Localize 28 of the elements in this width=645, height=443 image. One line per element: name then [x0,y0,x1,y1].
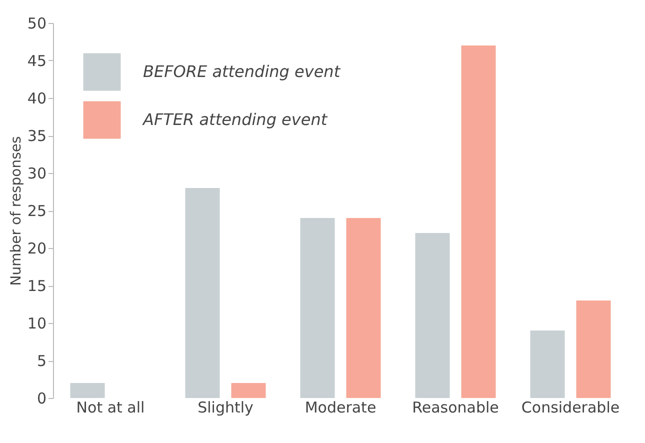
bar [231,383,266,398]
y-tick-label: 40 [27,90,46,108]
y-tick-label: 45 [27,52,46,70]
y-tick-label: 20 [27,240,46,258]
x-tick-label: Slightly [198,398,254,416]
bar [300,218,335,398]
y-tick-label: 10 [27,314,46,332]
y-tick-label: 0 [36,390,46,408]
y-tick-label: 50 [27,14,46,32]
bar [70,383,105,398]
y-axis-title: Number of responses [8,136,24,286]
legend-label: AFTER attending event [142,110,328,129]
x-tick-label: Reasonable [412,398,499,416]
y-tick-label: 5 [36,352,46,370]
y-tick-label: 30 [27,164,46,182]
y-tick-label: 25 [27,202,46,220]
bar [530,330,565,398]
y-tick-label: 35 [27,127,46,145]
y-tick-label: 15 [27,277,46,295]
bar [185,188,220,398]
bar [415,233,450,398]
legend-label: BEFORE attending event [143,62,341,81]
x-tick-label: Considerable [521,398,620,416]
bar [576,300,611,398]
x-tick-label: Not at all [76,398,145,416]
bar [346,218,381,398]
bar [461,46,496,398]
x-tick-label: Moderate [304,398,376,416]
